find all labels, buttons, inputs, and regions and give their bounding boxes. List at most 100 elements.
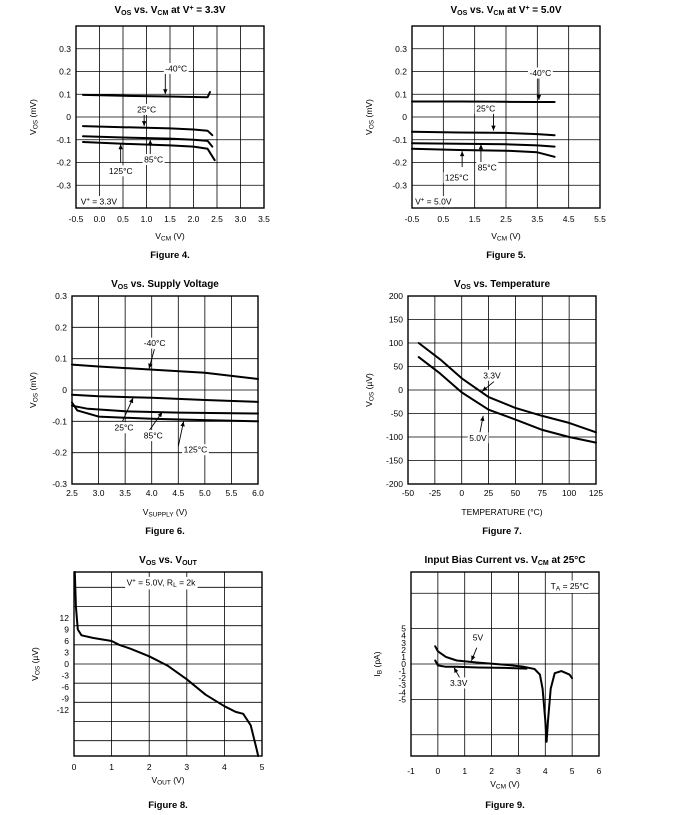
x-tick-label: 1 [462, 766, 467, 776]
annotation-backing [481, 369, 503, 381]
annotation-arrowhead [157, 411, 163, 418]
annotation-backing [467, 432, 489, 444]
plot-frame [410, 571, 600, 757]
x-tick-label: 5 [570, 766, 575, 776]
annotation-arrowhead [180, 421, 185, 427]
annotation-arrowhead [491, 125, 496, 131]
x-tick-label: 1.0 [141, 214, 153, 224]
annotation-arrowhead [536, 94, 542, 100]
y-tick-label: 0.3 [55, 291, 67, 301]
y-tick-label: 0.2 [55, 322, 67, 332]
plot-frame [73, 571, 263, 757]
annotation-backing [163, 63, 189, 74]
x-tick-label: 4.0 [146, 488, 158, 498]
annotation-label: -40°C [144, 338, 166, 348]
annotation-label: 3.3V [450, 678, 468, 688]
x-axis-label: TEMPERATURE (°C) [461, 507, 542, 517]
x-tick-label: 100 [562, 488, 576, 498]
y-tick-label: -200 [386, 479, 403, 489]
annotation-label: 85°C [144, 431, 163, 441]
annotation-label: 125°C [445, 173, 469, 183]
annotation-backing [443, 172, 471, 184]
y-tick-label: 0 [401, 659, 406, 669]
x-tick-label: 125 [589, 488, 603, 498]
series-line [71, 393, 259, 403]
series-line [71, 401, 259, 423]
annotation-arrowhead [148, 139, 153, 145]
x-tick-label: 2.0 [188, 214, 200, 224]
annotation-label: 85°C [478, 162, 497, 172]
x-tick-label: -25 [429, 488, 442, 498]
y-tick-label: -0.3 [56, 180, 71, 190]
plot-frame [75, 25, 265, 209]
x-tick-label: 1.5 [469, 214, 481, 224]
annotation-label: 3.3V [483, 370, 501, 380]
annotation-label: 25°C [137, 104, 156, 114]
x-tick-label: 3 [184, 762, 189, 772]
y-tick-label: -2 [398, 673, 406, 683]
annotation-arrowhead [478, 144, 484, 150]
y-tick-label: 1 [401, 652, 406, 662]
series-line [71, 404, 259, 415]
y-tick-label: -150 [386, 456, 403, 466]
chart-title: VOS vs. Supply Voltage [111, 279, 219, 291]
y-tick-label: 50 [394, 362, 404, 372]
y-tick-label: -0.2 [392, 158, 407, 168]
chart-title: VOS vs. VOUT [139, 555, 197, 567]
figure-caption: Figure 8. [148, 800, 188, 811]
annotation-backing [413, 196, 454, 208]
annotation-backing [107, 165, 135, 177]
y-tick-label: -0.1 [392, 135, 407, 145]
figure-caption: Figure 6. [145, 526, 185, 537]
x-tick-label: 5.5 [594, 214, 606, 224]
y-tick-label: -3 [398, 680, 406, 690]
x-tick-label: 3.5 [258, 214, 270, 224]
series-line [411, 130, 556, 137]
y-tick-label: 200 [389, 291, 403, 301]
x-tick-label: 3.0 [235, 214, 247, 224]
y-tick-label: -6 [61, 682, 69, 692]
y-tick-label: 0.1 [59, 89, 71, 99]
y-tick-label: -0.3 [52, 479, 67, 489]
series-line [411, 147, 556, 158]
y-tick-label: -4 [398, 687, 406, 697]
annotation-backing [125, 576, 198, 590]
annotation-arrowhead [129, 397, 134, 404]
y-tick-label: 2 [401, 645, 406, 655]
series-line [82, 141, 216, 162]
annotation-backing [471, 632, 485, 644]
series-line [82, 125, 214, 137]
annotation-backing [448, 677, 470, 689]
y-tick-label: -9 [61, 694, 69, 704]
y-tick-label: 0.3 [59, 44, 71, 54]
y-tick-label: 0.2 [59, 67, 71, 77]
x-tick-label: 5.5 [226, 488, 238, 498]
y-tick-label: -0.1 [56, 135, 71, 145]
figure-caption: Figure 7. [482, 526, 522, 537]
annotation-label: V+ = 5.0V [415, 197, 452, 207]
y-tick-label: 0.3 [395, 44, 407, 54]
plot-frame [71, 295, 259, 485]
x-tick-label: 5.0 [199, 488, 211, 498]
annotation-backing [142, 337, 168, 349]
x-tick-label: 2.5 [500, 214, 512, 224]
y-axis-label: VOS (µV) [30, 647, 42, 681]
series-line [82, 135, 214, 148]
annotation-arrowhead [163, 89, 168, 95]
y-tick-label: 9 [64, 625, 69, 635]
y-tick-label: -3 [61, 671, 69, 681]
annotation-label: 5V [473, 633, 484, 643]
x-tick-label: 1.5 [164, 214, 176, 224]
y-tick-label: 5 [401, 624, 406, 634]
y-tick-label: -0.1 [52, 416, 67, 426]
x-tick-label: 2.5 [66, 488, 78, 498]
annotation-backing [113, 422, 136, 434]
y-tick-label: 100 [389, 338, 403, 348]
y-tick-label: 6 [64, 636, 69, 646]
y-tick-label: 0 [402, 112, 407, 122]
annotation-arrowhead [482, 386, 488, 392]
x-tick-label: 0.5 [117, 214, 129, 224]
x-tick-label: 4.5 [172, 488, 184, 498]
figure-caption: Figure 5. [486, 250, 526, 261]
annotation-backing [79, 196, 119, 208]
